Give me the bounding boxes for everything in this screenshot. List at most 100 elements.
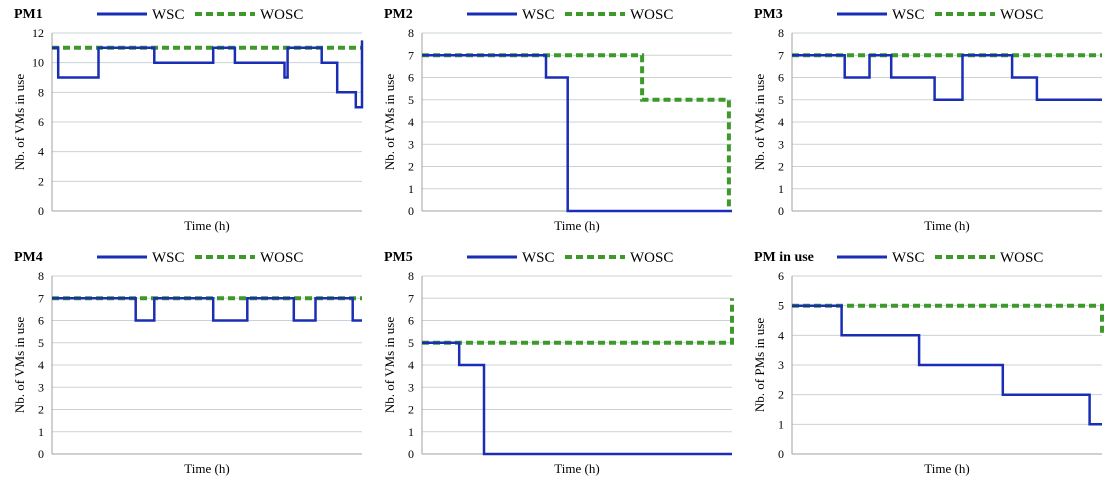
x-axis-label: Time (h) (184, 461, 229, 476)
chart-panel-pm3: PM3 WSC WOSC 0 1 2 3 4 5 6 7 8 Time (h) Nb. of VMs in… (740, 0, 1109, 243)
y-axis-label: Nb. of VMs in use (382, 317, 397, 413)
y-tick-label: 4 (778, 328, 784, 342)
x-axis-label: Time (h) (184, 218, 229, 233)
y-tick-label: 2 (38, 174, 44, 188)
y-tick-label: 2 (778, 160, 784, 174)
legend-wosc-label: WOSC (1000, 7, 1043, 23)
chart-svg: PM in use WSC WOSC 0 1 2 3 4 5 6 Time (h) Nb. of PM… (752, 250, 1104, 476)
legend-wsc-label: WSC (892, 7, 925, 23)
series-line-wsc (422, 54, 732, 213)
y-axis-label: Nb. of PMs in use (752, 318, 767, 412)
chart-svg: PM4 WSC WOSC 0 1 2 3 4 5 6 7 8 Time (h) Nb. of VMs in… (12, 250, 362, 476)
x-axis-label: Time (h) (554, 218, 599, 233)
chart-panel-pm4: PM4 WSC WOSC 0 1 2 3 4 5 6 7 8 Time (h) Nb. of VMs in… (0, 243, 370, 486)
y-tick-label: 1 (778, 182, 784, 196)
series-line-wsc (422, 341, 732, 456)
legend-wsc-label: WSC (152, 7, 185, 23)
y-tick-label: 0 (778, 204, 784, 218)
series-line-wosc (422, 298, 734, 345)
series-line-wosc (422, 53, 731, 211)
y-tick-label: 8 (408, 26, 414, 40)
chart-svg: PM2 WSC WOSC 0 1 2 3 4 5 6 7 8 Time (h) Nb. of VMs in… (382, 7, 732, 233)
y-tick-label: 7 (38, 291, 44, 305)
y-tick-label: 7 (778, 48, 784, 62)
y-tick-label: 4 (408, 115, 414, 129)
y-tick-label: 4 (408, 358, 414, 372)
y-tick-label: 8 (38, 85, 44, 99)
chart-title: PM2 (384, 7, 413, 22)
y-tick-label: 12 (32, 26, 44, 40)
x-axis-label: Time (h) (924, 218, 969, 233)
y-tick-label: 5 (778, 299, 784, 313)
legend-wosc-label: WOSC (260, 7, 303, 23)
y-tick-label: 4 (38, 358, 44, 372)
x-axis-label: Time (h) (924, 461, 969, 476)
y-tick-label: 6 (408, 314, 414, 328)
chart-title: PM4 (14, 250, 43, 265)
y-tick-label: 3 (778, 358, 784, 372)
y-tick-label: 5 (38, 336, 44, 350)
series-line-wsc (52, 297, 362, 322)
chart-panel-pm-in-use: PM in use WSC WOSC 0 1 2 3 4 5 6 Time (h) Nb. of PM… (740, 243, 1109, 486)
series-line-wosc (792, 303, 1104, 336)
y-tick-label: 2 (778, 388, 784, 402)
y-axis-label: Nb. of VMs in use (382, 74, 397, 170)
series-line-wsc (52, 40, 364, 109)
legend-wsc-label: WSC (522, 250, 555, 266)
legend-wosc-label: WOSC (630, 250, 673, 266)
y-tick-label: 6 (778, 71, 784, 85)
y-tick-label: 2 (408, 160, 414, 174)
y-tick-label: 4 (778, 115, 784, 129)
y-tick-label: 1 (38, 425, 44, 439)
y-tick-label: 10 (32, 56, 44, 70)
y-tick-label: 5 (778, 93, 784, 107)
y-tick-label: 3 (408, 380, 414, 394)
chart-title: PM3 (754, 7, 783, 22)
y-tick-label: 1 (778, 417, 784, 431)
y-tick-label: 3 (38, 380, 44, 394)
chart-svg: PM1 WSC WOSC 0 2 4 6 8 10 12 Time (h) Nb. of VMs in… (12, 7, 364, 233)
y-tick-label: 5 (408, 93, 414, 107)
y-tick-label: 0 (408, 447, 414, 461)
legend-wsc-label: WSC (152, 250, 185, 266)
y-tick-label: 3 (778, 137, 784, 151)
y-tick-label: 0 (778, 447, 784, 461)
y-tick-label: 3 (408, 137, 414, 151)
y-tick-label: 8 (38, 269, 44, 283)
chart-svg: PM5 WSC WOSC 0 1 2 3 4 5 6 7 8 Time (h) Nb. of VMs in… (382, 250, 734, 476)
y-tick-label: 1 (408, 182, 414, 196)
legend-wosc-label: WOSC (630, 7, 673, 23)
chart-panel-pm1: PM1 WSC WOSC 0 2 4 6 8 10 12 Time (h) Nb. of VMs in… (0, 0, 370, 243)
y-tick-label: 7 (408, 291, 414, 305)
y-tick-label: 6 (38, 314, 44, 328)
y-tick-label: 0 (38, 204, 44, 218)
legend-wosc-label: WOSC (260, 250, 303, 266)
legend-wsc-label: WSC (522, 7, 555, 23)
y-tick-label: 6 (778, 269, 784, 283)
chart-panel-pm2: PM2 WSC WOSC 0 1 2 3 4 5 6 7 8 Time (h) Nb. of VMs in… (370, 0, 740, 243)
chart-title: PM1 (14, 7, 43, 22)
chart-svg: PM3 WSC WOSC 0 1 2 3 4 5 6 7 8 Time (h) Nb. of VMs in… (752, 7, 1102, 233)
y-tick-label: 0 (408, 204, 414, 218)
y-tick-label: 2 (408, 403, 414, 417)
series-line-wsc (792, 304, 1102, 426)
chart-title: PM5 (384, 250, 413, 265)
y-tick-label: 8 (408, 269, 414, 283)
y-tick-label: 6 (38, 115, 44, 129)
y-axis-label: Nb. of VMs in use (12, 74, 27, 170)
y-tick-label: 4 (38, 145, 44, 159)
chart-title: PM in use (754, 250, 814, 265)
y-tick-label: 0 (38, 447, 44, 461)
y-tick-label: 2 (38, 403, 44, 417)
series-line-wsc (792, 54, 1102, 102)
y-tick-label: 8 (778, 26, 784, 40)
y-axis-label: Nb. of VMs in use (12, 317, 27, 413)
y-axis-label: Nb. of VMs in use (752, 74, 767, 170)
y-tick-label: 6 (408, 71, 414, 85)
y-tick-label: 5 (408, 336, 414, 350)
chart-panel-pm5: PM5 WSC WOSC 0 1 2 3 4 5 6 7 8 Time (h) Nb. of VMs in… (370, 243, 740, 486)
y-tick-label: 7 (408, 48, 414, 62)
legend-wosc-label: WOSC (1000, 250, 1043, 266)
legend-wsc-label: WSC (892, 250, 925, 266)
y-tick-label: 1 (408, 425, 414, 439)
